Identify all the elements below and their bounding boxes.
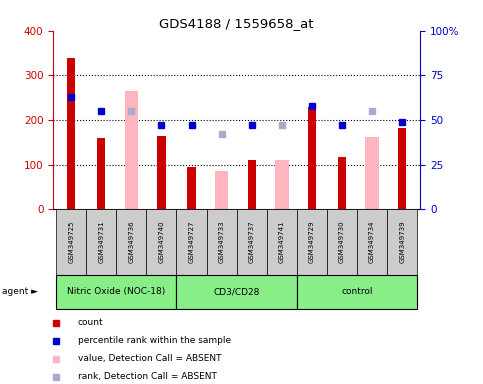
Bar — [187, 167, 196, 209]
Bar — [146, 209, 176, 275]
Bar — [56, 275, 176, 309]
Bar — [365, 137, 379, 209]
Bar — [398, 127, 406, 209]
Text: GSM349725: GSM349725 — [68, 221, 74, 263]
Bar — [116, 209, 146, 275]
Text: GSM349739: GSM349739 — [399, 220, 405, 263]
Text: GSM349731: GSM349731 — [98, 220, 104, 263]
Bar — [86, 209, 116, 275]
Bar — [247, 160, 256, 209]
Text: control: control — [341, 287, 373, 296]
Text: GSM349730: GSM349730 — [339, 220, 345, 263]
Text: Nitric Oxide (NOC-18): Nitric Oxide (NOC-18) — [67, 287, 166, 296]
Text: percentile rank within the sample: percentile rank within the sample — [78, 336, 231, 345]
Text: GSM349736: GSM349736 — [128, 220, 134, 263]
Bar — [308, 107, 316, 209]
Bar — [157, 136, 166, 209]
Bar — [338, 157, 346, 209]
Text: GSM349729: GSM349729 — [309, 221, 315, 263]
Bar — [125, 91, 138, 209]
Bar — [297, 275, 417, 309]
Title: GDS4188 / 1559658_at: GDS4188 / 1559658_at — [159, 17, 314, 30]
Text: GSM349741: GSM349741 — [279, 221, 285, 263]
Text: count: count — [78, 318, 103, 327]
Bar — [297, 209, 327, 275]
Bar — [67, 58, 75, 209]
Text: GSM349733: GSM349733 — [219, 220, 225, 263]
Bar — [387, 209, 417, 275]
Text: agent ►: agent ► — [2, 287, 39, 296]
Bar — [357, 209, 387, 275]
Text: rank, Detection Call = ABSENT: rank, Detection Call = ABSENT — [78, 372, 217, 381]
Text: GSM349727: GSM349727 — [188, 221, 195, 263]
Bar — [267, 209, 297, 275]
Bar — [176, 275, 297, 309]
Text: GSM349734: GSM349734 — [369, 221, 375, 263]
Bar — [275, 160, 288, 209]
Text: value, Detection Call = ABSENT: value, Detection Call = ABSENT — [78, 354, 221, 363]
Bar — [56, 209, 86, 275]
Bar — [207, 209, 237, 275]
Text: GSM349737: GSM349737 — [249, 220, 255, 263]
Bar — [176, 209, 207, 275]
Text: GSM349740: GSM349740 — [158, 221, 164, 263]
Bar — [237, 209, 267, 275]
Bar — [97, 138, 105, 209]
Text: CD3/CD28: CD3/CD28 — [213, 287, 260, 296]
Bar — [327, 209, 357, 275]
Bar — [215, 171, 228, 209]
